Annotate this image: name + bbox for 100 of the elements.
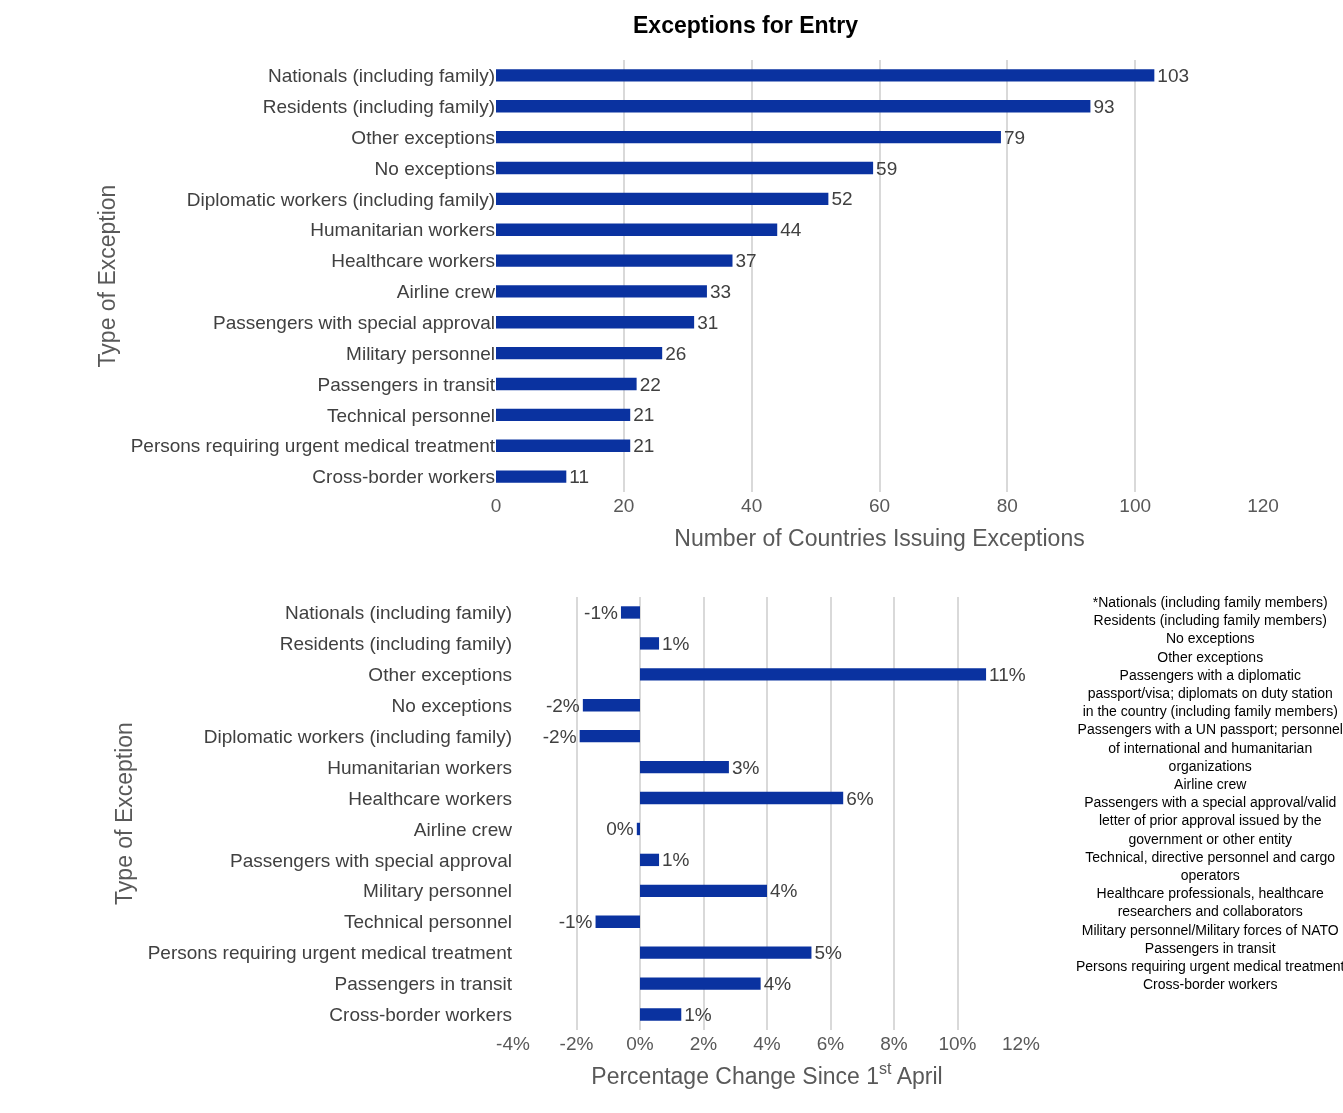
bar bbox=[640, 853, 660, 867]
bar bbox=[496, 223, 778, 236]
y-tick-label: Persons requiring urgent medical treatment bbox=[130, 435, 496, 457]
text: Passengers with a special approval/valid letter of prior approval issued by the government or other entity bbox=[1084, 794, 1337, 847]
y-tick-label: Diplomatic workers (including family) bbox=[186, 188, 495, 210]
y-axis-title: Type of Exception bbox=[111, 722, 138, 905]
text: Passengers with a diplomatic passport/visa; diplomats on duty station in the country (including family members) bbox=[1082, 666, 1338, 720]
y-tick-label: Technical personnel bbox=[344, 911, 512, 933]
data-label: -2% bbox=[542, 725, 577, 747]
text: Residents (including family members) bbox=[1093, 612, 1327, 629]
data-label: 1% bbox=[684, 1004, 712, 1026]
x-tick-label: -4% bbox=[496, 1033, 530, 1054]
bar bbox=[496, 316, 695, 329]
bar bbox=[595, 915, 640, 928]
x-tick-label: 120 bbox=[1247, 495, 1279, 516]
data-label: 21 bbox=[633, 435, 655, 457]
y-tick-label: Passengers with special approval bbox=[230, 849, 512, 871]
data-label: 44 bbox=[780, 219, 802, 241]
y-tick-label: Passengers with special approval bbox=[213, 311, 495, 333]
text: No exceptions bbox=[1165, 630, 1255, 647]
data-label: 52 bbox=[831, 188, 853, 210]
x-tick-label: 2% bbox=[689, 1033, 718, 1054]
text: Healthcare professionals, healthcare researchers and collaborators bbox=[1096, 885, 1325, 920]
y-tick-label: No exceptions bbox=[391, 694, 512, 716]
y-tick-label: Airline crew bbox=[396, 281, 496, 303]
y-tick-label: Passengers in transit bbox=[317, 373, 496, 395]
data-label: 59 bbox=[876, 157, 898, 179]
text: Airline crew bbox=[1174, 776, 1248, 792]
x-tick-label: 0% bbox=[626, 1033, 654, 1054]
data-label: 26 bbox=[665, 342, 687, 364]
bar bbox=[496, 285, 707, 298]
y-tick-label: Residents (including family) bbox=[279, 633, 512, 655]
bar bbox=[496, 161, 874, 175]
x-tick-label: 8% bbox=[880, 1033, 908, 1054]
data-label: 11 bbox=[569, 466, 590, 488]
y-tick-label: Humanitarian workers bbox=[310, 219, 495, 241]
y-tick-label: Cross-border workers bbox=[312, 466, 495, 488]
data-label: -1% bbox=[558, 911, 593, 933]
y-tick-label: Military personnel bbox=[363, 880, 512, 902]
text: *Nationals (including family members) bbox=[1092, 594, 1328, 610]
data-label: 1% bbox=[662, 632, 690, 654]
bar bbox=[640, 977, 761, 990]
chart-title: Exceptions for Entry bbox=[633, 12, 859, 38]
text: Technical, directive personnel and cargo operators bbox=[1085, 848, 1336, 883]
bar bbox=[496, 377, 637, 391]
y-tick-label: Humanitarian workers bbox=[327, 756, 512, 778]
bar bbox=[582, 699, 640, 712]
data-label: 33 bbox=[709, 280, 732, 302]
y-tick-label: Nationals (including family) bbox=[284, 602, 512, 624]
text: Other exceptions bbox=[1157, 648, 1264, 665]
data-label: 21 bbox=[633, 404, 655, 426]
data-label: -2% bbox=[545, 694, 580, 716]
bar bbox=[640, 791, 844, 805]
bar bbox=[636, 822, 640, 836]
data-label: 93 bbox=[1093, 95, 1115, 117]
data-label: 4% bbox=[770, 880, 798, 902]
bar bbox=[640, 946, 812, 959]
y-tick-label: Healthcare workers bbox=[348, 787, 512, 809]
bar bbox=[620, 606, 640, 619]
data-label: 22 bbox=[639, 373, 661, 395]
bar bbox=[496, 192, 829, 206]
text: Military personnel/Military forces of NATO bbox=[1081, 921, 1339, 938]
bar bbox=[496, 254, 733, 267]
x-axis-title: Percentage Change Since 1$^{st}$ April bbox=[591, 1058, 943, 1089]
x-tick-label: 80 bbox=[996, 495, 1018, 516]
data-label: 6% bbox=[846, 787, 874, 809]
x-axis-title: Number of Countries Issuing Exceptions bbox=[674, 524, 1085, 551]
y-axis-title: Type of Exception bbox=[94, 184, 121, 368]
data-label: 0% bbox=[606, 818, 634, 840]
y-tick-label: Passengers in transit bbox=[334, 973, 513, 995]
bar bbox=[640, 637, 660, 650]
data-label: 1% bbox=[662, 849, 690, 871]
bar bbox=[496, 100, 1091, 113]
y-tick-label: Healthcare workers bbox=[331, 250, 495, 272]
data-label: 79 bbox=[1003, 126, 1026, 148]
bar bbox=[496, 439, 631, 452]
y-tick-label: No exceptions bbox=[374, 157, 495, 179]
x-tick-label: 10% bbox=[938, 1033, 977, 1054]
x-tick-label: 60 bbox=[868, 495, 891, 516]
y-tick-label: Residents (including family) bbox=[262, 95, 495, 117]
data-label: 5% bbox=[814, 942, 843, 964]
x-tick-label: 4% bbox=[753, 1033, 781, 1054]
bar bbox=[496, 470, 567, 483]
data-label: -1% bbox=[584, 601, 618, 623]
data-label: 31 bbox=[697, 311, 719, 333]
bar bbox=[496, 69, 1155, 82]
y-tick-label: Technical personnel bbox=[327, 404, 495, 426]
x-tick-label: 0 bbox=[490, 495, 502, 516]
y-tick-label: Persons requiring urgent medical treatment bbox=[147, 942, 513, 964]
x-tick-label: 6% bbox=[816, 1033, 845, 1054]
bar bbox=[496, 130, 1001, 144]
data-label: 4% bbox=[763, 973, 792, 995]
text: Cross-border workers bbox=[1142, 976, 1278, 993]
data-label: 11% bbox=[989, 663, 1026, 685]
x-tick-label: 100 bbox=[1119, 495, 1152, 516]
y-tick-label: Other exceptions bbox=[351, 126, 495, 148]
bar bbox=[640, 1008, 682, 1021]
x-tick-label: 20 bbox=[613, 495, 635, 516]
data-label: 3% bbox=[731, 756, 760, 778]
y-tick-label: Cross-border workers bbox=[329, 1004, 512, 1026]
